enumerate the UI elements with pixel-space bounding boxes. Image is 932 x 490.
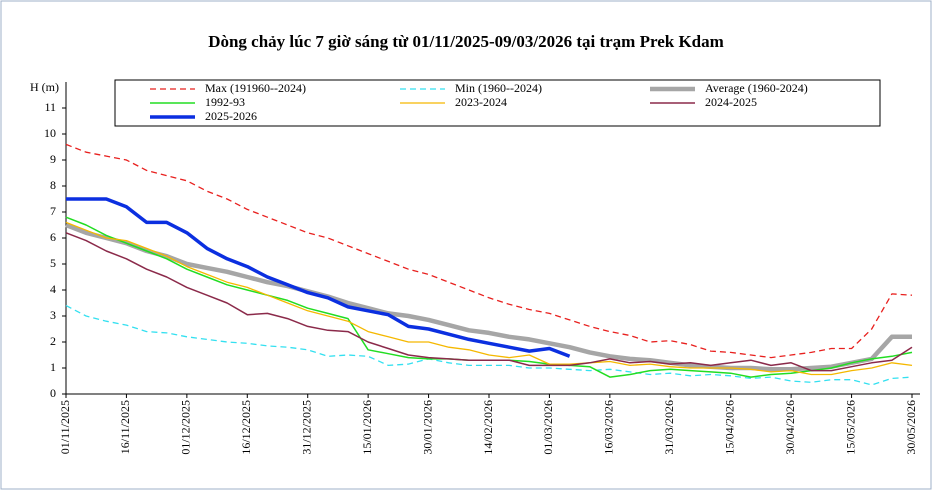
legend: [114, 79, 881, 127]
y-tick-label: 9: [50, 152, 56, 166]
series-line: [65, 143, 913, 359]
y-tick-label: 8: [50, 178, 56, 192]
legend-label: 1992-93: [205, 95, 245, 109]
legend-label: Max (191960--2024): [205, 81, 306, 95]
x-tick-label: 15/01/2026: [360, 400, 374, 455]
y-tick-label: 6: [50, 230, 56, 244]
x-tick-label: 15/04/2026: [722, 400, 736, 455]
x-tick-label: 14/02/2026: [481, 400, 495, 455]
x-tick-label: 16/11/2025: [118, 400, 132, 454]
y-tick-label: 3: [50, 308, 56, 322]
legend-label: Min (1960--2024): [455, 81, 542, 95]
x-tick-label: 01/03/2026: [541, 400, 555, 455]
x-tick-label: 31/12/2025: [299, 400, 313, 455]
x-tick-label: 30/05/2026: [904, 400, 918, 455]
x-tick-label: 15/05/2026: [843, 400, 857, 455]
y-axis-label: H (m): [30, 80, 59, 94]
x-tick-label: 01/12/2025: [179, 400, 193, 455]
x-tick-label: 30/01/2026: [420, 400, 434, 455]
legend-label: 2025-2026: [205, 109, 257, 123]
y-tick-label: 4: [50, 282, 56, 296]
x-tick-label: 16/03/2026: [602, 400, 616, 455]
y-tick-label: 1: [50, 360, 56, 374]
series-line: [65, 221, 913, 376]
legend-label: Average (1960-2024): [705, 81, 808, 95]
series-line: [65, 305, 913, 386]
x-tick-label: 16/12/2025: [239, 400, 253, 455]
series-line: [66, 197, 571, 358]
y-tick-label: 2: [50, 334, 56, 348]
y-tick-label: 0: [50, 386, 56, 400]
y-tick-label: 11: [44, 100, 56, 114]
y-tick-label: 5: [50, 256, 56, 270]
series-line: [65, 232, 913, 372]
series-line: [65, 222, 912, 372]
chart-title: Dòng chảy lúc 7 giờ sáng từ 01/11/2025-0…: [208, 32, 724, 51]
y-tick-label: 10: [44, 126, 56, 140]
x-tick-label: 30/04/2026: [783, 400, 797, 455]
x-tick-label: 01/11/2025: [58, 400, 72, 454]
legend-label: 2024-2025: [705, 95, 757, 109]
legend-label: 2023-2024: [455, 95, 507, 109]
x-tick-label: 31/03/2026: [662, 400, 676, 455]
y-tick-label: 7: [50, 204, 56, 218]
